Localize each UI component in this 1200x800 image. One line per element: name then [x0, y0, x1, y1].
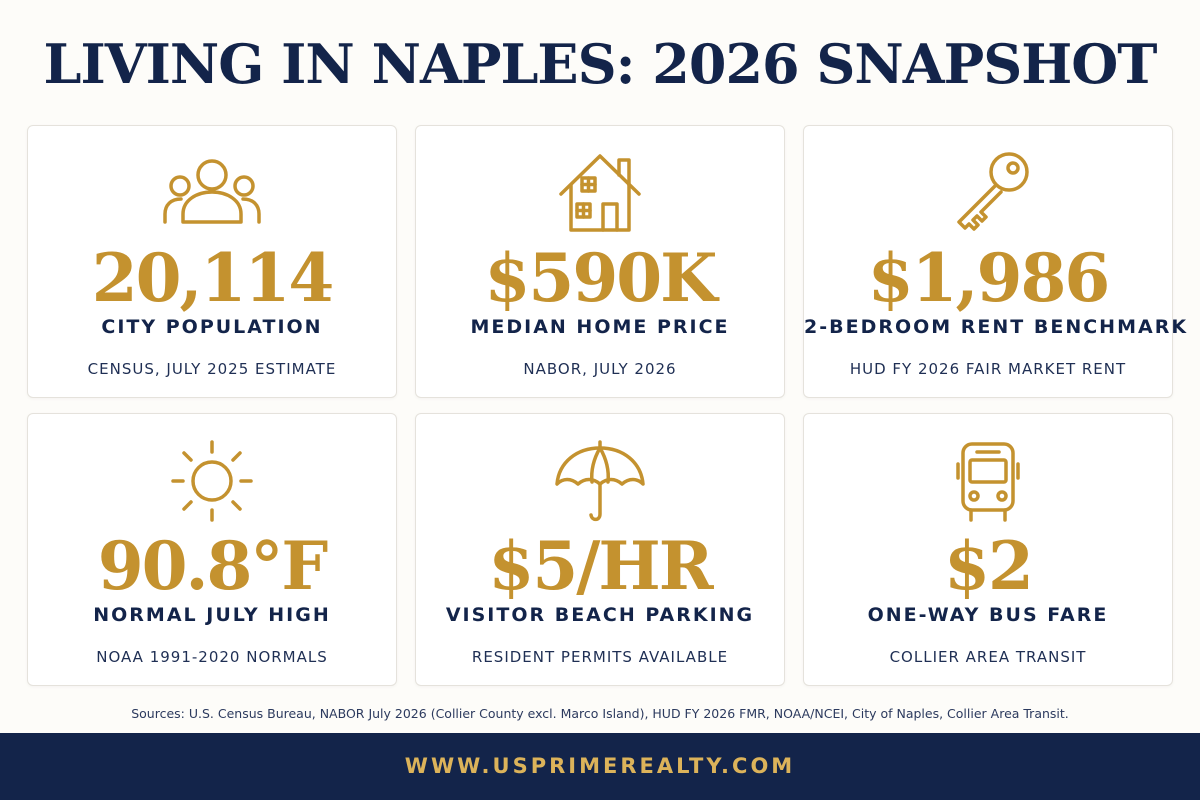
stat-value: $1,986	[867, 239, 1111, 317]
stat-label: ONE-WAY BUS FARE	[867, 604, 1109, 626]
stats-grid: 20,114 CITY POPULATION CENSUS, JULY 2025…	[27, 125, 1189, 687]
stat-label: NORMAL JULY HIGH	[93, 604, 331, 626]
footer-bar: WWW.USPRIMEREALTY.COM	[0, 733, 1200, 800]
stat-source: HUD FY 2026 FAIR MARKET RENT	[849, 360, 1127, 378]
website-link[interactable]: WWW.USPRIMEREALTY.COM	[404, 754, 796, 778]
house-icon	[545, 148, 655, 238]
bus-icon	[933, 436, 1043, 526]
stat-value: 90.8°F	[97, 527, 329, 605]
page-title: LIVING IN NAPLES: 2026 SNAPSHOT	[43, 32, 1158, 96]
sun-icon	[157, 436, 267, 526]
stat-card-home-price: $590K MEDIAN HOME PRICE NABOR, JULY 2026	[415, 125, 785, 398]
stat-card-rent: $1,986 2-BEDROOM RENT BENCHMARK HUD FY 2…	[803, 125, 1189, 398]
stat-card-population: 20,114 CITY POPULATION CENSUS, JULY 2025…	[27, 125, 397, 398]
stat-value: $5/HR	[488, 527, 713, 605]
stat-value: $2	[944, 527, 1034, 605]
sources-footnote: Sources: U.S. Census Bureau, NABOR July …	[131, 706, 1069, 721]
stat-source: NOAA 1991-2020 NORMALS	[96, 648, 328, 666]
stat-source: CENSUS, JULY 2025 ESTIMATE	[87, 360, 337, 378]
stat-card-beach-parking: $5/HR VISITOR BEACH PARKING RESIDENT PER…	[415, 413, 785, 686]
key-icon	[933, 148, 1043, 238]
stat-label: 2-BEDROOM RENT BENCHMARK	[804, 316, 1189, 338]
stat-value: $590K	[484, 239, 717, 317]
umbrella-icon	[545, 436, 655, 526]
stat-source: NABOR, JULY 2026	[523, 360, 677, 378]
stat-source: RESIDENT PERMITS AVAILABLE	[471, 648, 729, 666]
people-icon	[157, 148, 267, 238]
stat-label: MEDIAN HOME PRICE	[470, 316, 730, 338]
stat-label: CITY POPULATION	[101, 316, 323, 338]
stat-label: VISITOR BEACH PARKING	[445, 604, 755, 626]
stat-value: 20,114	[91, 239, 335, 317]
stat-card-july-high: 90.8°F NORMAL JULY HIGH NOAA 1991-2020 N…	[27, 413, 397, 686]
stat-source: COLLIER AREA TRANSIT	[889, 648, 1087, 666]
stat-card-bus-fare: $2 ONE-WAY BUS FARE COLLIER AREA TRANSIT	[803, 413, 1173, 686]
